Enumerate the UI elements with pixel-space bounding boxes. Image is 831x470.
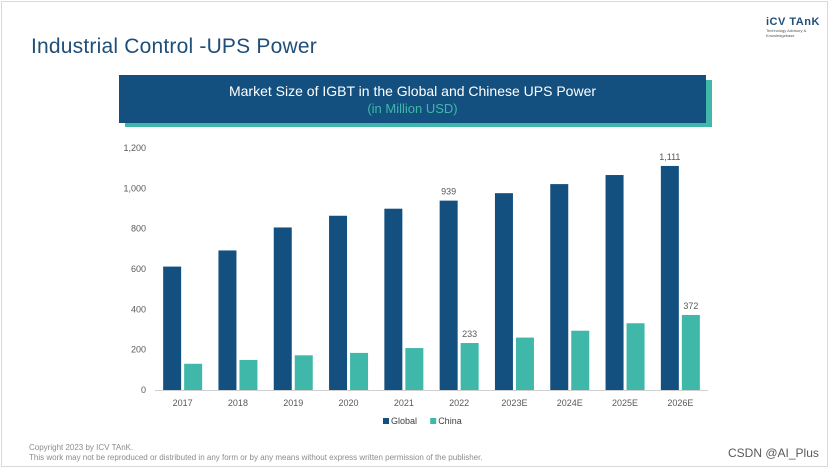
bar-china xyxy=(515,337,534,390)
y-tick-label: 800 xyxy=(131,224,146,234)
bar-global xyxy=(605,175,624,390)
bar-global xyxy=(163,266,182,390)
y-tick-label: 0 xyxy=(141,385,146,395)
bar-china xyxy=(571,330,590,390)
x-tick-label: 2019 xyxy=(283,398,303,408)
bar-china xyxy=(405,348,424,390)
bar-global xyxy=(494,193,513,390)
x-tick-label: 2021 xyxy=(394,398,414,408)
bar-china xyxy=(294,355,313,390)
y-tick-label: 1,200 xyxy=(123,143,146,153)
bar-global xyxy=(439,200,458,390)
legend-swatch-global xyxy=(383,418,389,424)
bar-china xyxy=(681,314,700,390)
bar-global xyxy=(218,250,237,390)
copyright-notice: Copyright 2023 by ICV TAnK. This work ma… xyxy=(29,443,483,463)
bar-china xyxy=(184,363,203,390)
page-title: Industrial Control -UPS Power xyxy=(31,35,317,58)
bar-global xyxy=(660,165,679,390)
bar-china xyxy=(460,343,479,390)
x-tick-label: 2022 xyxy=(449,398,469,408)
bar-global xyxy=(384,208,403,390)
x-tick-label: 2020 xyxy=(339,398,359,408)
x-tick-label: 2026E xyxy=(667,398,693,408)
chart-title: Market Size of IGBT in the Global and Ch… xyxy=(228,83,597,99)
legend-swatch-china xyxy=(430,418,437,424)
copyright-line-2: This work may not be reproduced or distr… xyxy=(29,453,483,462)
chart-title-banner: Market Size of IGBT in the Global and Ch… xyxy=(119,75,706,123)
y-tick-label: 400 xyxy=(131,304,146,314)
logo-wordmark: iCV TAnK xyxy=(766,16,820,28)
x-tick-label: 2018 xyxy=(228,398,248,408)
data-label: 1,111 xyxy=(659,152,680,162)
watermark: CSDN @AI_Plus xyxy=(728,446,819,460)
brand-logo: iCV TAnK Technology Advisory & Knowledge… xyxy=(766,16,820,38)
logo-tagline: Technology Advisory & Knowledgebase xyxy=(766,28,807,38)
y-tick-label: 1,000 xyxy=(123,183,146,193)
bar-global xyxy=(550,184,569,390)
legend-label-global: Global xyxy=(391,416,417,426)
bar-china xyxy=(626,323,645,390)
y-tick-label: 600 xyxy=(131,264,146,274)
y-tick-label: 200 xyxy=(131,345,146,355)
x-tick-label: 2017 xyxy=(173,398,193,408)
bar-global xyxy=(329,215,348,390)
x-tick-label: 2024E xyxy=(557,398,583,408)
bar-global xyxy=(273,227,292,390)
data-label: 372 xyxy=(683,301,698,311)
chart-subtitle: (in Million USD) xyxy=(367,101,458,116)
bar-china xyxy=(239,359,258,390)
data-label: 939 xyxy=(441,187,456,197)
legend-label-china: China xyxy=(438,416,462,426)
copyright-line-1: Copyright 2023 by ICV TAnK. xyxy=(29,443,134,452)
data-label: 233 xyxy=(462,329,477,339)
bar-china xyxy=(350,352,369,390)
x-tick-label: 2023E xyxy=(501,398,527,408)
x-tick-label: 2025E xyxy=(612,398,638,408)
